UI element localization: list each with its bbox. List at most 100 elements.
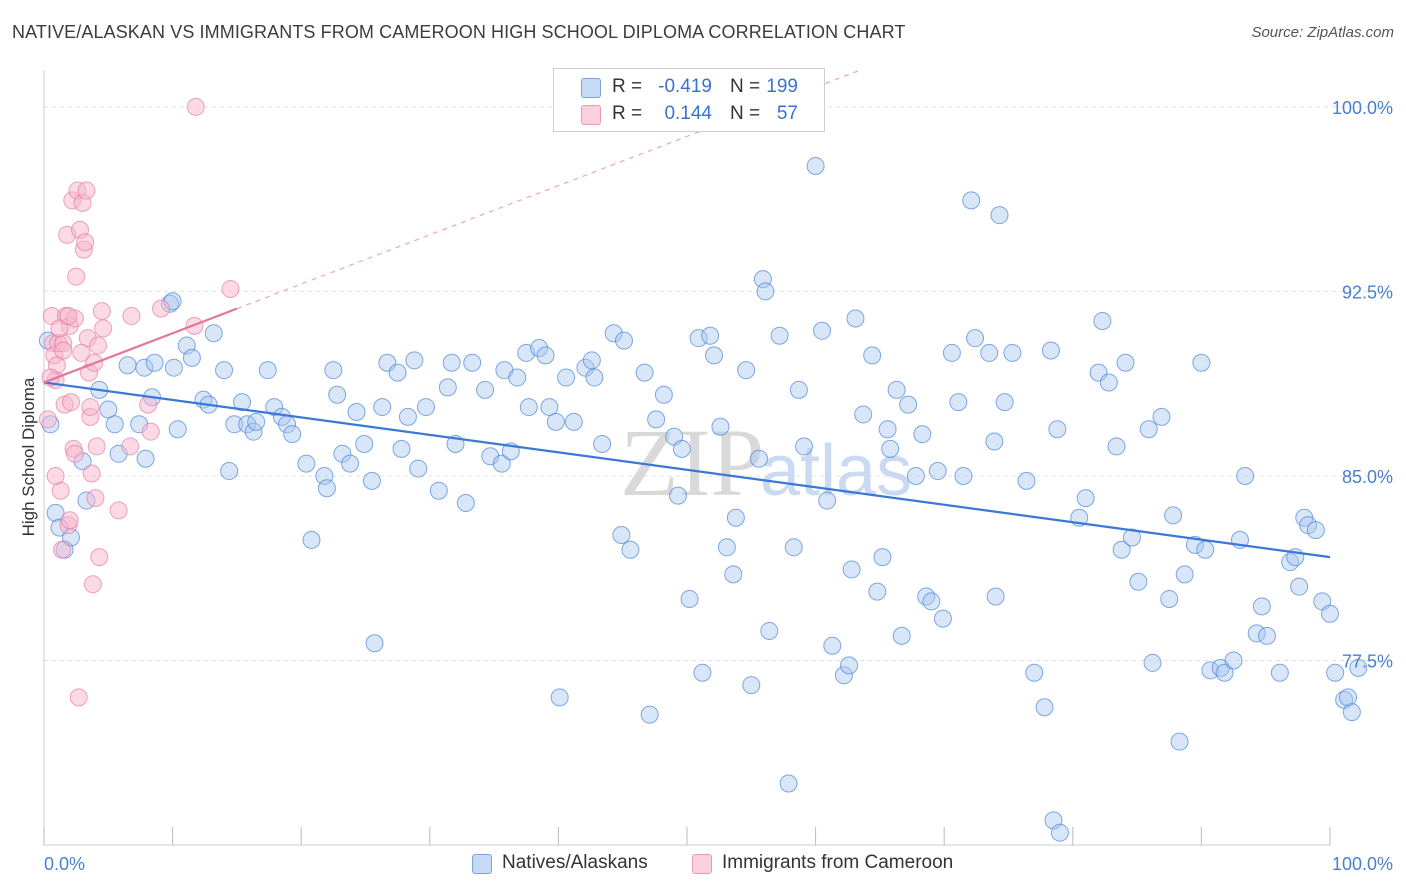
cameroon-point bbox=[90, 548, 109, 567]
natives-point bbox=[680, 589, 699, 608]
natives-point bbox=[818, 491, 837, 510]
cameroon-point bbox=[76, 233, 95, 252]
natives-point bbox=[388, 363, 407, 382]
natives-point bbox=[317, 479, 336, 498]
natives-point bbox=[854, 405, 873, 424]
natives-point bbox=[917, 587, 936, 606]
natives-point bbox=[612, 526, 631, 544]
natives-point bbox=[519, 398, 538, 417]
cameroon-point bbox=[87, 437, 106, 456]
natives-point bbox=[283, 425, 302, 444]
natives-point bbox=[1107, 437, 1126, 456]
trend-lines bbox=[43, 69, 1331, 559]
natives-point bbox=[654, 385, 673, 404]
bottom-legend-label-cameroon: Immigrants from Cameroon bbox=[722, 852, 954, 873]
natives-point bbox=[760, 621, 779, 640]
natives-point bbox=[933, 609, 952, 628]
natives-point bbox=[668, 486, 687, 505]
natives-point bbox=[1252, 597, 1271, 616]
natives-point bbox=[842, 560, 861, 579]
bottom-legend-swatch-natives bbox=[472, 854, 492, 874]
natives-point bbox=[233, 393, 252, 412]
natives-point bbox=[770, 326, 789, 345]
natives-point bbox=[258, 361, 277, 380]
natives-point bbox=[906, 466, 925, 485]
natives-point bbox=[333, 444, 352, 463]
natives-point bbox=[1196, 540, 1215, 559]
natives-point bbox=[46, 503, 65, 522]
natives-point bbox=[530, 339, 549, 358]
natives-point bbox=[355, 434, 374, 453]
natives-point bbox=[1152, 407, 1171, 426]
natives-point bbox=[1326, 663, 1345, 682]
natives-point bbox=[846, 309, 865, 328]
natives-point bbox=[995, 393, 1014, 412]
cameroon-trend-extension bbox=[236, 69, 861, 310]
legend-r-label: R = bbox=[612, 76, 643, 97]
natives-point bbox=[779, 774, 798, 793]
natives-point bbox=[689, 329, 708, 348]
natives-point bbox=[813, 321, 832, 340]
natives-point bbox=[442, 353, 461, 372]
y-tick-label: 77.5% bbox=[1342, 651, 1393, 671]
cameroon-point bbox=[50, 319, 69, 338]
cameroon-points bbox=[38, 97, 240, 707]
cameroon-point bbox=[59, 307, 78, 326]
natives-point bbox=[168, 420, 187, 439]
natives-point bbox=[986, 587, 1005, 606]
natives-point bbox=[1236, 466, 1255, 485]
natives-point bbox=[392, 439, 411, 458]
natives-point bbox=[756, 282, 775, 301]
legend-r-value: -0.419 bbox=[658, 76, 712, 97]
natives-point bbox=[265, 398, 284, 417]
cameroon-point bbox=[72, 343, 91, 362]
natives-point bbox=[1035, 698, 1054, 717]
natives-point bbox=[701, 326, 720, 345]
natives-point bbox=[297, 454, 316, 473]
cameroon-point bbox=[67, 267, 86, 286]
natives-point bbox=[823, 636, 842, 655]
legend-n-label: N = bbox=[730, 76, 761, 97]
natives-point bbox=[1215, 663, 1234, 682]
natives-point bbox=[247, 412, 266, 431]
natives-point bbox=[621, 540, 640, 559]
cameroon-point bbox=[109, 501, 128, 520]
natives-point bbox=[576, 358, 595, 377]
natives-point bbox=[550, 688, 569, 707]
natives-point bbox=[881, 439, 900, 458]
natives-point bbox=[711, 417, 730, 436]
natives-point bbox=[795, 437, 814, 456]
natives-point bbox=[705, 346, 724, 365]
natives-point bbox=[204, 324, 223, 343]
natives-point bbox=[1185, 535, 1204, 554]
natives-point bbox=[582, 351, 601, 370]
legend-n-label: N = bbox=[730, 103, 761, 124]
natives-point bbox=[949, 393, 968, 412]
natives-point bbox=[1099, 373, 1118, 392]
legend-row-natives: R = -0.419 N = 199 bbox=[554, 74, 824, 100]
natives-point bbox=[1143, 653, 1162, 672]
natives-point bbox=[868, 582, 887, 601]
natives-point bbox=[324, 361, 343, 380]
cameroon-point bbox=[152, 299, 171, 318]
natives-point bbox=[980, 343, 999, 362]
x-tick-label: 0.0% bbox=[44, 854, 85, 874]
natives-points bbox=[38, 156, 1368, 842]
axes bbox=[43, 70, 1331, 846]
natives-point bbox=[635, 363, 654, 382]
natives-point bbox=[136, 449, 155, 468]
cameroon-point bbox=[54, 341, 73, 360]
natives-point bbox=[593, 434, 612, 453]
natives-point bbox=[954, 466, 973, 485]
natives-point bbox=[604, 324, 623, 343]
natives-point bbox=[1093, 311, 1112, 330]
cameroon-point bbox=[81, 398, 100, 417]
natives-point bbox=[476, 380, 495, 399]
natives-trend-line bbox=[43, 381, 1331, 559]
natives-point bbox=[341, 454, 360, 473]
natives-point bbox=[1050, 823, 1069, 842]
natives-point bbox=[409, 459, 428, 478]
natives-point bbox=[922, 592, 941, 611]
natives-point bbox=[1281, 553, 1300, 572]
